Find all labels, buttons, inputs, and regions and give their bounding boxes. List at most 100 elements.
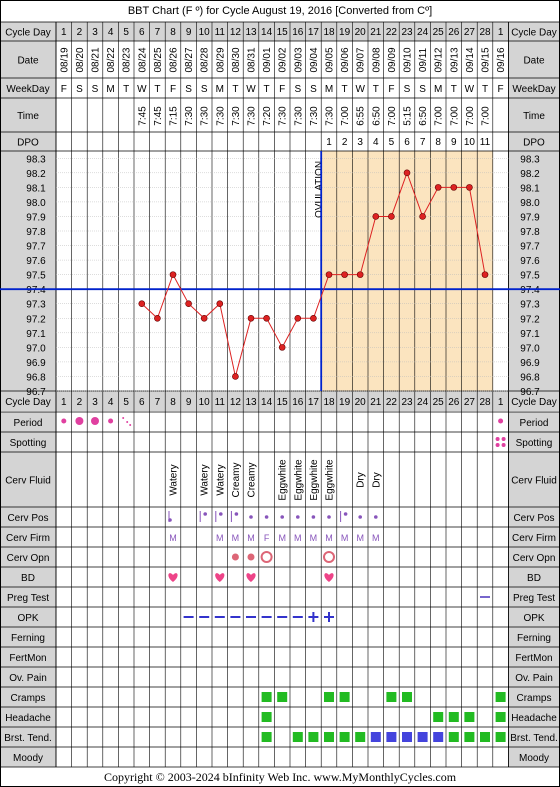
temp-point — [466, 184, 473, 191]
temp-tick-left: 96.9 — [26, 358, 46, 369]
cycle-day-cell-bottom: 3 — [92, 397, 98, 408]
breast-tenderness-mark-strong — [370, 732, 381, 742]
weekday-cell: S — [294, 84, 301, 95]
copyright-footer: Copyright © 2003-2024 bInfinity Web Inc.… — [104, 770, 457, 784]
cramps-mark — [386, 692, 397, 702]
time-cell: 5:15 — [403, 106, 414, 126]
temp-point — [310, 314, 317, 322]
breast-tenderness-mark — [308, 732, 319, 742]
cerv-pos-dot — [203, 512, 207, 516]
date-cell: 09/07 — [356, 47, 367, 72]
cycle-day-cell-bottom: 8 — [170, 397, 176, 408]
weekday-cell: W — [355, 84, 365, 95]
cycle-day-cell-bottom: 17 — [308, 397, 320, 408]
cycle-day-cell: 1 — [498, 27, 504, 38]
headache-mark — [261, 712, 272, 722]
breast-tenderness-mark-strong — [433, 732, 444, 742]
temp-tick-right: 97.9 — [520, 212, 540, 223]
weekday-cell: F — [498, 84, 504, 95]
bd-heart-icon — [168, 573, 178, 582]
date-cell: 09/05 — [325, 47, 336, 72]
weekday-cell: M — [325, 84, 333, 95]
time-cell: 7:00 — [434, 106, 445, 126]
weekday-cell: S — [404, 84, 411, 95]
breast-tenderness-mark — [261, 732, 272, 742]
date-cell: 08/30 — [231, 47, 242, 72]
cycle-day-cell: 9 — [186, 27, 192, 38]
weekday-cell: W — [465, 84, 475, 95]
date-cell: 09/10 — [403, 47, 414, 72]
cycle-day-cell-bottom: 15 — [277, 397, 289, 408]
cerv-fluid-cell: Eggwhite — [325, 459, 336, 501]
temp-tick-left: 97.3 — [26, 300, 46, 311]
temp-point — [200, 314, 208, 322]
cycle-day-cell: 2 — [77, 27, 83, 38]
cycle-day-cell: 22 — [386, 27, 398, 38]
date-cell: 09/01 — [262, 47, 273, 72]
weekday-cell: S — [92, 84, 99, 95]
temp-tick-left: 98.3 — [26, 154, 46, 165]
temp-tick-right: 98.2 — [520, 169, 540, 180]
luteal-phase-bg — [321, 151, 493, 391]
time-cell: 7:30 — [309, 106, 320, 126]
breast-tenderness-mark — [480, 732, 490, 742]
date-cell: 08/21 — [91, 47, 102, 72]
temp-tick-left: 97.1 — [26, 329, 46, 340]
cerv-pos-dot — [249, 515, 253, 519]
dpo-cell: 1 — [326, 137, 332, 148]
cycle-day-cell: 17 — [308, 27, 320, 38]
cycle-day-cell: 26 — [448, 27, 460, 38]
row-label-cerv_firm-left: Cerv Firm — [6, 533, 50, 544]
time-cell: 7:20 — [262, 106, 273, 126]
breast-tenderness-mark — [339, 732, 350, 742]
temp-point — [169, 271, 177, 278]
cycle-day-cell: 25 — [433, 27, 445, 38]
temp-tick-left: 96.7 — [26, 387, 46, 398]
weekday-cell: W — [246, 84, 256, 95]
cycle-day-cell-bottom: 24 — [417, 397, 429, 408]
dpo-cells-bg — [56, 132, 509, 151]
cycle-day-cell: 6 — [139, 27, 145, 38]
temp-tick-left: 97.2 — [26, 314, 46, 325]
weekday-cell: S — [185, 84, 192, 95]
cycle-day-cell: 3 — [92, 27, 98, 38]
cramps-mark — [495, 692, 506, 702]
weekday-cell: F — [279, 84, 285, 95]
cycle-day-cell: 5 — [123, 27, 129, 38]
row-label-cerv_fluid-right: Cerv Fluid — [511, 476, 557, 487]
cycle-day-cell-bottom: 19 — [339, 397, 351, 408]
row-label-cramps-right: Cramps — [516, 693, 551, 704]
cerv-fluid-cell: Creamy — [231, 462, 242, 497]
date-cell: 08/28 — [200, 47, 211, 72]
date-cell: 08/25 — [153, 47, 164, 72]
temp-point — [216, 300, 224, 308]
row-label-time-left: Time — [17, 111, 39, 122]
cramps-mark — [261, 692, 272, 702]
row-label-headache-left: Headache — [5, 713, 51, 724]
cycle-day-cell: 27 — [464, 27, 476, 38]
breast-tenderness-mark — [355, 732, 366, 742]
temp-point — [481, 271, 489, 278]
time-cell: 7:45 — [153, 106, 164, 126]
cycle-day-cell: 12 — [230, 27, 242, 38]
breast-tenderness-mark — [324, 732, 334, 742]
time-cell: 7:30 — [215, 106, 226, 126]
weekday-cell: W — [137, 84, 147, 95]
cerv-pos-dot — [327, 515, 331, 519]
spotting-dot — [501, 437, 506, 441]
row-label-brst_tend-left: Brst. Tend. — [4, 733, 52, 744]
cerv-pos-dot — [374, 515, 378, 519]
cycle-day-cell: 1 — [61, 27, 67, 38]
row-label-spotting-right: Spotting — [516, 438, 553, 449]
cerv-fluid-cell: Watery — [215, 464, 226, 495]
temp-tick-right: 97.6 — [520, 256, 540, 267]
cerv-fluid-cell: Eggwhite — [293, 459, 304, 501]
dpo-cell: 10 — [464, 137, 476, 148]
temp-point — [232, 373, 239, 380]
cycle-day-cell-bottom: 26 — [448, 397, 460, 408]
row-label-bd-right: BD — [527, 573, 541, 584]
cycle-day-cell: 18 — [323, 27, 335, 38]
row-label-cerv_opn-right: Cerv Opn — [513, 553, 556, 564]
